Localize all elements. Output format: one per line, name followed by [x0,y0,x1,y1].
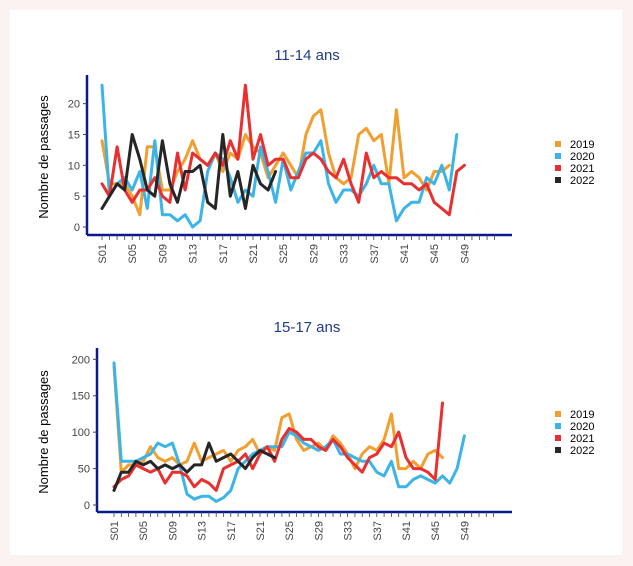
series-line-2022 [100,133,278,210]
x-tick-label: S29 [313,521,325,541]
x-tick-label: S49 [459,521,471,541]
legend-label-2020: 2020 [570,421,594,433]
x-tick-label: S37 [372,521,384,541]
legend-label-2020: 2020 [570,151,594,163]
series-line-2021 [112,401,444,492]
chart-title: 15-17 ans [274,319,341,336]
series-line-2022 [112,441,277,492]
y-tick-label: 10 [68,160,80,172]
y-axis-label: Nombre de passages [36,370,51,494]
x-tick-label: S45 [430,521,442,541]
y-tick-label: 150 [72,391,90,403]
chart-title: 11-14 ans [274,47,340,64]
x-tick-label: S49 [459,244,471,264]
x-tick-label: S33 [339,244,351,264]
x-tick-label: S17 [218,244,230,264]
legend-swatch-2020 [555,423,561,429]
y-tick-label: 20 [68,99,80,111]
x-tick-label: S33 [343,521,355,541]
legend-label-2021: 2021 [570,163,594,175]
y-tick-label: 0 [74,222,80,234]
series-line-2019 [112,365,444,474]
x-tick-label: S41 [401,521,413,541]
x-tick-label: S09 [167,521,179,541]
chart-2: 15-17 ans Nombre de passages 0 50 100 150 200 S… [36,319,594,541]
x-tick-label: S37 [369,244,381,264]
legend-swatch-2019 [555,141,561,147]
x-tick-label: S21 [248,244,260,264]
y-tick-label: 15 [68,130,80,142]
legend-label-2022: 2022 [570,445,594,457]
legend-label-2019: 2019 [570,139,594,151]
legend-swatch-2020 [555,153,561,159]
x-tick-label: S01 [97,244,109,264]
legend-swatch-2021 [555,165,561,171]
x-tick-label: S25 [284,521,296,541]
x-tick-label: S05 [138,521,150,541]
x-tick-label: S25 [278,244,290,264]
x-tick-label: S01 [109,521,121,541]
series-line-2020 [112,361,466,503]
figure-panel [10,10,622,555]
legend-swatch-2021 [555,435,561,441]
x-tick-label: S13 [188,244,200,264]
x-tick-label: S17 [226,521,238,541]
y-axis-label: Nombre de passages [36,95,51,219]
y-tick-label: 100 [72,427,90,439]
x-tick-label: S45 [429,244,441,264]
series-line-2021 [100,83,466,217]
y-tick-label: 0 [84,500,90,512]
x-tick-label: S41 [399,244,411,264]
y-tick-label: 200 [72,354,90,366]
series-line-2020 [100,83,459,229]
x-tick-label: S09 [157,244,169,264]
x-tick-label: S29 [308,244,320,264]
legend-swatch-2022 [555,177,561,183]
legend-label-2022: 2022 [570,175,594,187]
x-tick-label: S05 [127,244,139,264]
legend-swatch-2019 [555,411,561,417]
legend-label-2019: 2019 [570,409,594,421]
x-tick-label: S13 [197,521,209,541]
chart-1: 11-14 ans Nombre de passages 0 5 10 15 20 S01 S0… [36,47,594,264]
y-tick-label: 50 [78,464,90,476]
legend-swatch-2022 [555,447,561,453]
y-tick-label: 5 [74,191,80,203]
legend-label-2021: 2021 [570,433,594,445]
x-tick-label: S21 [255,521,267,541]
